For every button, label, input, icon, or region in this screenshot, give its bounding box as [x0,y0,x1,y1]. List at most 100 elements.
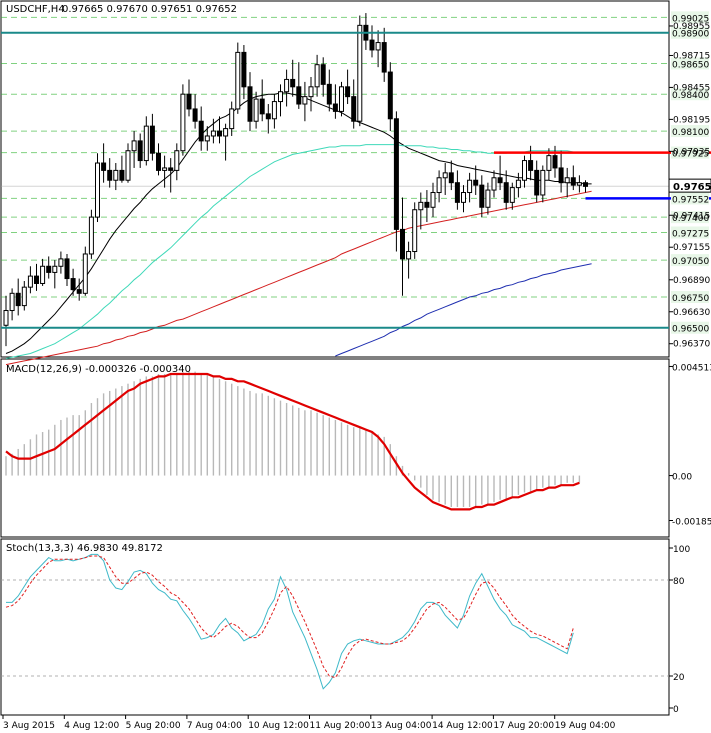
candle[interactable] [308,76,314,112]
candle[interactable] [174,143,180,181]
candle[interactable] [509,182,515,210]
candle[interactable] [400,197,405,296]
candle[interactable] [534,160,540,203]
candle[interactable] [198,106,204,151]
candle[interactable] [82,246,88,296]
candle[interactable] [558,150,564,193]
candle[interactable] [15,278,21,316]
candle-body-bear [552,155,558,169]
candle[interactable] [40,258,46,286]
candle[interactable] [271,94,277,129]
candle[interactable] [88,209,94,259]
candle[interactable] [156,143,161,176]
candle[interactable] [540,165,546,203]
candle[interactable] [259,79,265,122]
candle-body-bull [52,265,58,273]
candle[interactable] [326,69,332,112]
candle[interactable] [345,69,351,105]
candle[interactable] [454,170,460,210]
candle[interactable] [314,54,320,97]
candle[interactable] [461,185,466,213]
candle[interactable] [235,42,241,114]
candle[interactable] [113,163,119,191]
candle[interactable] [357,15,363,127]
candle[interactable] [217,116,222,144]
candle[interactable] [143,116,149,166]
candle[interactable] [369,25,375,58]
candle[interactable] [412,202,418,259]
candle-body-bear [528,160,534,171]
candle[interactable] [247,72,253,132]
candle-body-bull [278,91,283,103]
candle[interactable] [229,101,235,136]
candle[interactable] [64,253,70,286]
candle[interactable] [515,172,521,198]
candle[interactable] [375,30,381,68]
candle[interactable] [430,182,436,218]
candle[interactable] [34,263,39,291]
candle[interactable] [3,295,9,347]
candle[interactable] [564,167,570,198]
candle[interactable] [339,81,344,117]
candle[interactable] [253,91,259,129]
candle[interactable] [583,180,588,193]
candle[interactable] [168,158,174,193]
candle[interactable] [570,165,576,191]
candle[interactable] [284,69,290,107]
candle[interactable] [552,145,558,178]
candle[interactable] [210,118,216,144]
candle[interactable] [52,260,58,289]
candle[interactable] [162,155,168,188]
candle[interactable] [186,79,192,117]
candle[interactable] [76,278,82,301]
candle[interactable] [503,170,509,210]
candle[interactable] [9,288,15,321]
candle[interactable] [491,170,497,198]
candle[interactable] [204,126,210,151]
candle[interactable] [137,133,143,168]
candle[interactable] [296,62,302,109]
candle[interactable] [180,84,186,156]
candle[interactable] [27,266,33,294]
candle[interactable] [95,153,100,223]
candle[interactable] [479,175,485,218]
candle[interactable] [125,143,131,183]
candle[interactable] [223,123,229,161]
candle[interactable] [302,81,308,122]
candle[interactable] [387,62,393,132]
candle[interactable] [351,79,357,129]
candle[interactable] [131,131,137,168]
candle[interactable] [381,27,387,82]
candle[interactable] [58,251,64,274]
candle[interactable] [107,158,113,188]
candles[interactable] [3,13,588,347]
candle[interactable] [265,104,271,134]
candle[interactable] [436,170,442,203]
candle[interactable] [21,281,27,311]
candle[interactable] [424,190,430,223]
candle[interactable] [332,84,338,119]
candle[interactable] [393,111,399,252]
candle[interactable] [278,84,283,117]
candle[interactable] [149,113,155,161]
candle[interactable] [119,155,125,183]
candle[interactable] [241,45,247,100]
candle[interactable] [467,172,473,203]
candle[interactable] [46,256,52,279]
candle[interactable] [418,192,424,230]
candle[interactable] [406,241,412,279]
candle[interactable] [70,268,76,296]
candle[interactable] [485,182,491,215]
candle-body-bear [345,86,351,98]
candle[interactable] [448,160,454,191]
candle[interactable] [473,165,479,195]
candle[interactable] [192,94,198,129]
candle[interactable] [497,155,503,191]
candle[interactable] [101,143,107,183]
candle[interactable] [320,57,326,97]
candle[interactable] [576,175,582,193]
candle[interactable] [290,59,296,97]
candle[interactable] [442,163,448,195]
candle[interactable] [522,155,527,188]
